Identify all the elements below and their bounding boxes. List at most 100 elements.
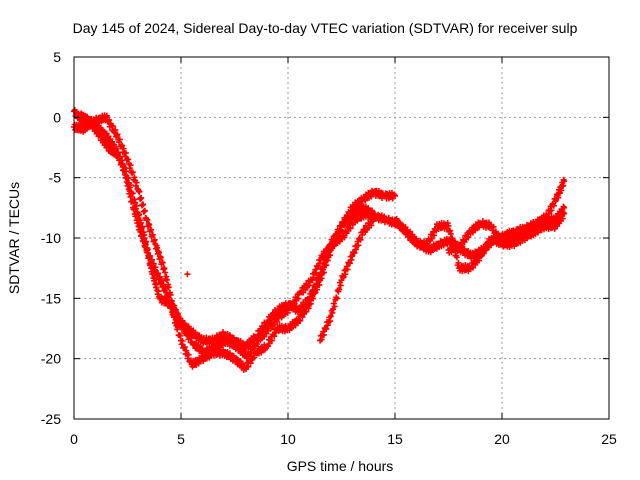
- data-point: [559, 215, 566, 222]
- data-point: [299, 313, 306, 320]
- data-point: [323, 326, 330, 333]
- data-point: [160, 281, 167, 288]
- y-axis-label: SDTVAR / TECUs: [6, 182, 22, 294]
- data-point: [447, 230, 454, 237]
- data-point: [490, 223, 497, 230]
- data-point: [109, 123, 116, 130]
- data-point: [453, 254, 460, 261]
- data-point: [170, 307, 177, 314]
- data-point: [164, 292, 171, 299]
- data-point: [123, 172, 130, 179]
- data-point: [303, 308, 310, 315]
- data-point: [150, 260, 157, 267]
- data-point: [548, 207, 555, 214]
- data-point: [155, 288, 162, 295]
- data-point: [148, 256, 155, 263]
- data-point: [103, 112, 110, 119]
- data-point: [155, 270, 162, 277]
- data-point: [465, 234, 472, 241]
- data-point: [355, 242, 362, 249]
- y-tick-label: 5: [53, 49, 61, 65]
- data-point: [337, 282, 344, 289]
- data-point: [323, 262, 330, 269]
- data-point: [534, 227, 541, 234]
- data-point: [133, 210, 140, 217]
- data-point: [184, 271, 191, 278]
- data-point: [122, 150, 129, 157]
- data-point: [284, 309, 291, 316]
- data-point: [149, 231, 156, 238]
- data-point: [112, 126, 119, 133]
- data-point: [163, 276, 170, 283]
- y-tick-label: -10: [41, 230, 61, 246]
- data-point: [116, 136, 123, 143]
- data-point: [129, 169, 136, 176]
- data-point: [274, 318, 281, 325]
- data-point: [184, 329, 191, 336]
- chart-title: Day 145 of 2024, Sidereal Day-to-day VTE…: [73, 20, 578, 36]
- y-tick-label: 0: [53, 109, 61, 125]
- data-point: [331, 303, 338, 310]
- data-point: [559, 209, 566, 216]
- data-point: [159, 259, 166, 266]
- data-point: [346, 260, 353, 267]
- data-point: [482, 247, 489, 254]
- data-point: [333, 295, 340, 302]
- x-tick-label: 5: [177, 431, 185, 447]
- data-point: [445, 222, 452, 229]
- data-point: [141, 207, 148, 214]
- data-point: [154, 244, 161, 251]
- data-point: [146, 221, 153, 228]
- data-point: [399, 222, 406, 229]
- data-point: [250, 347, 257, 354]
- data-point: [152, 264, 159, 271]
- data-point: [139, 231, 146, 238]
- data-point: [370, 216, 377, 223]
- y-tick-label: -25: [41, 411, 61, 427]
- data-point: [424, 242, 431, 249]
- data-point: [310, 295, 317, 302]
- data-point: [141, 236, 148, 243]
- data-point: [106, 116, 113, 123]
- y-tick-label: -15: [41, 290, 61, 306]
- data-point: [347, 225, 354, 232]
- data-point: [166, 297, 173, 304]
- data-point: [114, 131, 121, 138]
- data-points: [71, 106, 568, 373]
- data-point: [455, 259, 462, 266]
- data-point: [148, 226, 155, 233]
- data-point: [550, 202, 557, 209]
- data-point: [121, 164, 128, 171]
- data-point: [561, 178, 568, 185]
- data-point: [486, 219, 493, 226]
- data-point: [320, 269, 327, 276]
- data-point: [302, 286, 309, 293]
- data-point: [261, 333, 268, 340]
- x-tick-label: 0: [70, 431, 78, 447]
- data-point: [133, 179, 140, 186]
- data-point: [297, 317, 304, 324]
- tick-labels: 0 5 10 15 20 25 5 0 -5 -10 -15 -20 -25: [41, 49, 617, 447]
- x-axis-label: GPS time / hours: [287, 458, 394, 474]
- data-point: [449, 235, 456, 242]
- data-point: [295, 295, 302, 302]
- data-point: [327, 313, 334, 320]
- y-tick-label: -20: [41, 351, 61, 367]
- data-point: [147, 252, 154, 259]
- data-point: [158, 277, 165, 284]
- data-point: [144, 216, 151, 223]
- data-point: [341, 234, 348, 241]
- data-point: [185, 351, 192, 358]
- y-tick-label: -5: [49, 170, 62, 186]
- data-point: [179, 338, 186, 345]
- data-point: [181, 344, 188, 351]
- data-point: [245, 363, 252, 370]
- data-point: [313, 269, 320, 276]
- data-point: [492, 228, 499, 235]
- data-point: [278, 314, 285, 321]
- data-point: [320, 331, 327, 338]
- data-point: [344, 266, 351, 273]
- data-point: [127, 162, 134, 169]
- data-point: [404, 227, 411, 234]
